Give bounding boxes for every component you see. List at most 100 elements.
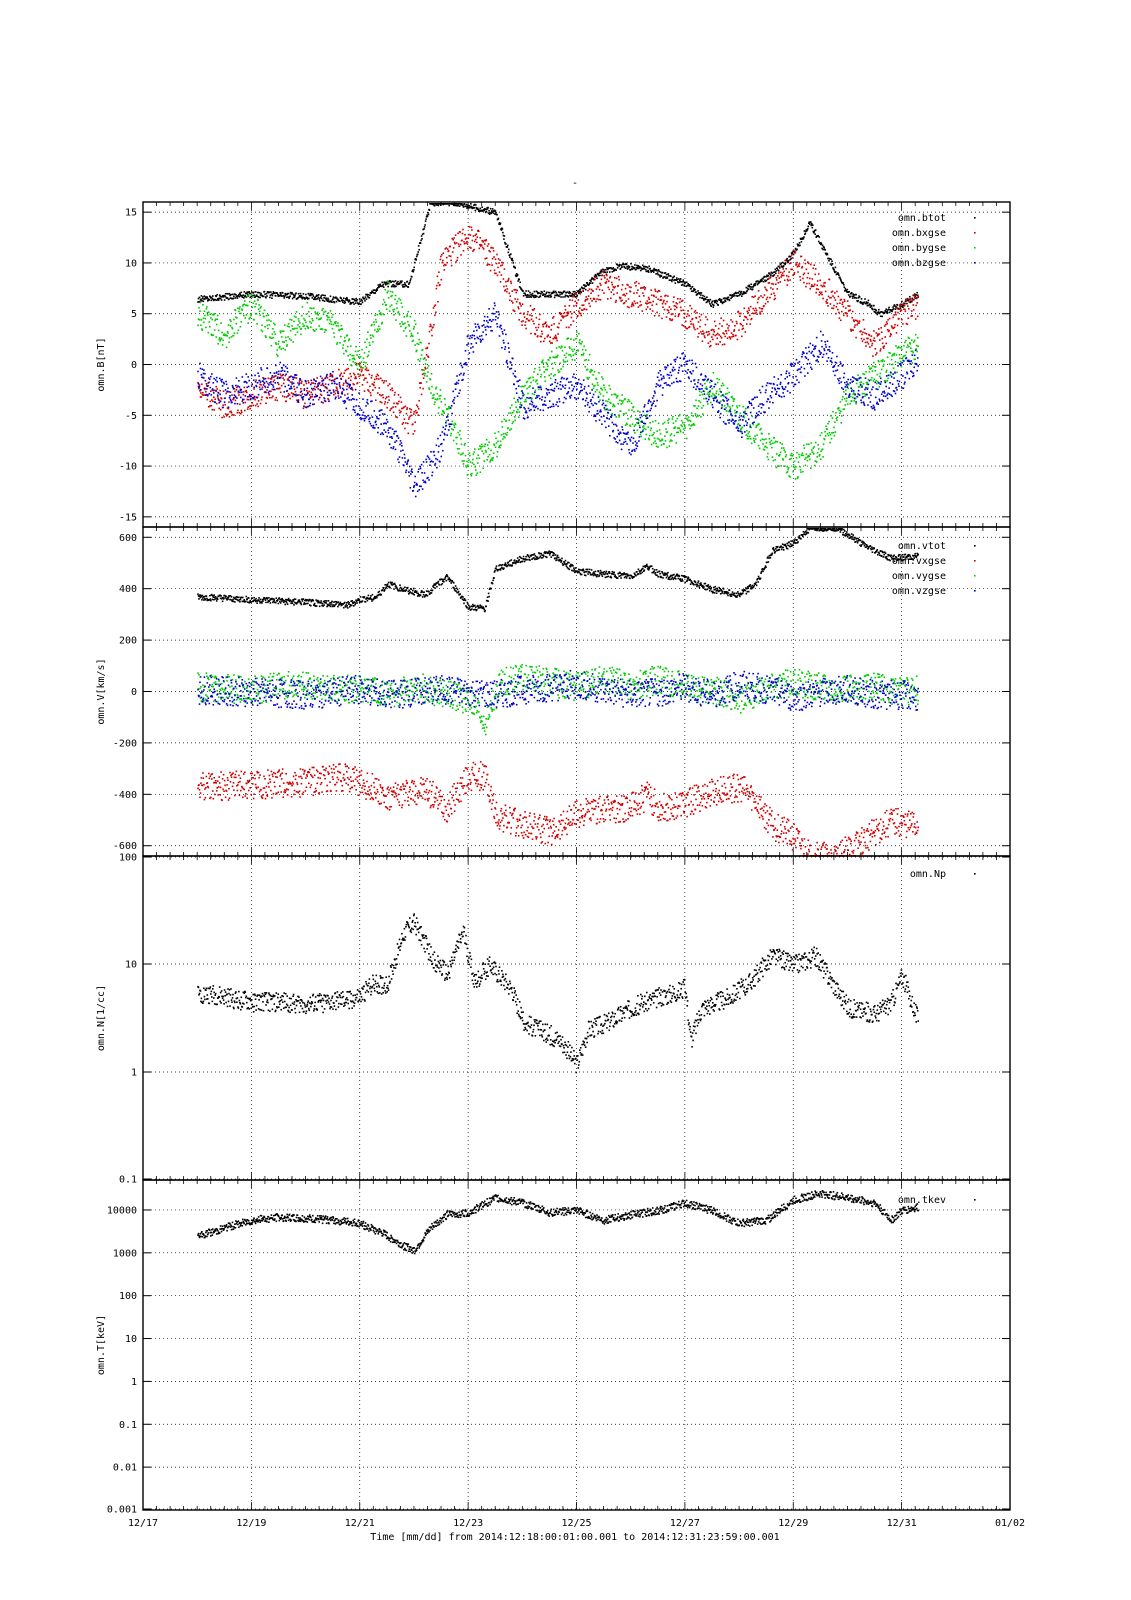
data-point (837, 272, 839, 274)
data-point (696, 293, 699, 295)
data-point (243, 386, 246, 389)
data-point (901, 318, 903, 321)
data-point (885, 369, 888, 372)
data-point (203, 321, 205, 324)
data-point (269, 296, 271, 299)
data-point (696, 312, 698, 314)
data-point (782, 274, 785, 277)
data-point (584, 300, 586, 302)
y-tick-label: 15 (125, 208, 137, 219)
data-point (511, 422, 514, 425)
data-point (450, 432, 452, 435)
data-point (442, 409, 444, 412)
data-point (349, 387, 352, 390)
data-point (883, 360, 885, 362)
data-point (718, 298, 721, 300)
data-point (745, 292, 747, 294)
data-point (301, 306, 304, 308)
data-point (571, 359, 574, 361)
data-point (636, 292, 638, 294)
data-point (461, 460, 464, 462)
data-point (697, 321, 700, 323)
data-point (802, 277, 804, 280)
data-point (392, 447, 394, 450)
data-point (340, 396, 342, 398)
data-point (834, 431, 837, 433)
data-point (259, 383, 261, 386)
data-point (666, 431, 669, 433)
data-point (397, 394, 400, 396)
data-point (253, 386, 255, 389)
data-point (750, 442, 753, 445)
data-point (843, 314, 845, 317)
data-point (415, 255, 418, 258)
data-point (385, 396, 388, 398)
data-point (415, 349, 418, 352)
data-point (212, 389, 215, 392)
data-point (558, 291, 561, 294)
data-point (852, 393, 854, 395)
data-point (283, 370, 286, 372)
data-point (820, 243, 823, 246)
data-point (458, 203, 460, 205)
data-point (366, 369, 368, 372)
data-point (352, 383, 354, 385)
data-point (222, 381, 225, 384)
data-point (304, 319, 306, 321)
data-point (772, 275, 775, 277)
data-point (767, 278, 769, 280)
data-point (750, 426, 752, 429)
data-point (203, 298, 205, 300)
data-point (649, 429, 652, 432)
data-point (767, 458, 770, 461)
data-point (517, 280, 519, 282)
data-point (565, 315, 567, 317)
data-point (341, 328, 344, 330)
data-point (588, 283, 590, 286)
data-point (305, 382, 308, 385)
data-point (225, 380, 227, 383)
data-point (263, 315, 265, 318)
data-point (663, 308, 666, 311)
data-point (631, 303, 633, 306)
data-point (525, 296, 528, 298)
data-point (781, 458, 784, 460)
data-point (292, 378, 294, 380)
data-point (632, 304, 635, 307)
data-point (611, 267, 613, 270)
data-point (712, 372, 715, 374)
data-point (310, 326, 312, 328)
data-point (860, 330, 862, 332)
data-point (444, 248, 447, 250)
data-point (279, 377, 282, 379)
data-point (778, 454, 781, 457)
data-point (390, 295, 392, 298)
data-point (203, 377, 205, 379)
data-point (454, 204, 457, 207)
data-point (333, 301, 336, 304)
data-point (209, 386, 212, 389)
data-point (839, 412, 841, 414)
data-point (408, 416, 411, 419)
data-point (272, 336, 275, 339)
data-point (687, 326, 690, 329)
data-point (904, 354, 907, 357)
data-point (802, 454, 805, 457)
data-point (211, 408, 214, 411)
data-point (572, 320, 575, 322)
data-point (356, 354, 358, 356)
data-point (915, 304, 917, 307)
data-point (768, 433, 770, 435)
data-point (840, 279, 842, 281)
data-point (397, 458, 399, 461)
data-point (384, 288, 386, 291)
data-point (315, 317, 318, 319)
data-point (281, 374, 283, 377)
data-point (827, 422, 829, 425)
data-point (468, 226, 471, 228)
data-point (223, 294, 225, 297)
data-point (387, 384, 389, 387)
data-point (339, 328, 342, 331)
data-point (427, 356, 430, 358)
data-point (758, 423, 760, 425)
